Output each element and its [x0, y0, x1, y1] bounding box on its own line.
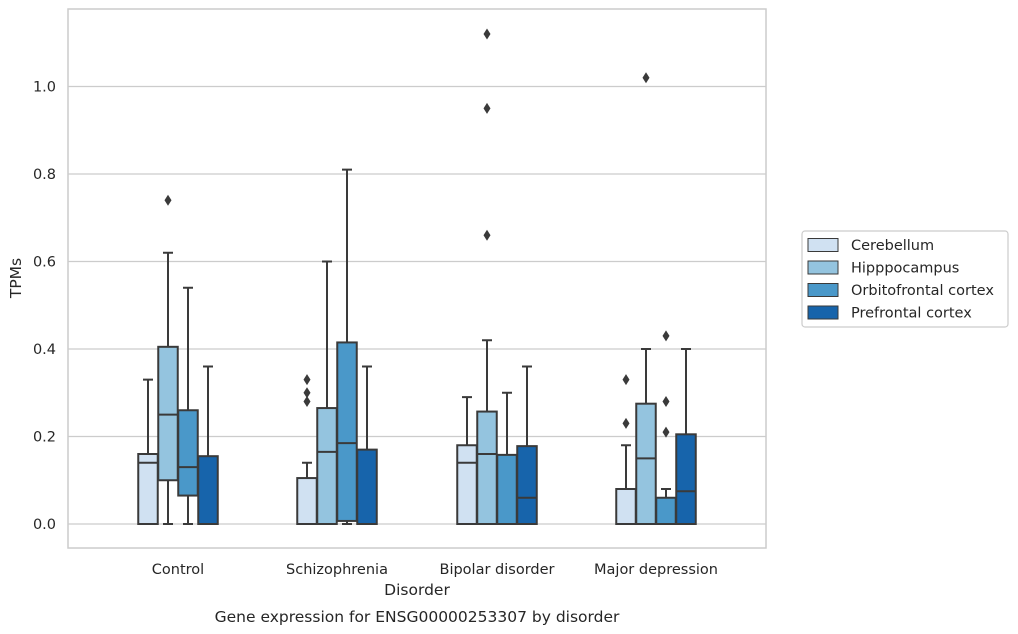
flier-point: [662, 330, 670, 342]
box-prefrontal-cortex: [197, 365, 219, 525]
box-body: [615, 488, 637, 525]
flier-point: [622, 374, 630, 386]
x-tick-label: Control: [152, 562, 204, 578]
y-tick-label: 0.6: [33, 255, 56, 271]
legend-swatch: [807, 283, 839, 297]
flier-point: [483, 102, 491, 114]
x-tick-label: Schizophrenia: [286, 562, 388, 578]
box-body: [655, 496, 677, 525]
box-cerebellum: [137, 378, 159, 525]
box-hipppocampus: [157, 194, 179, 525]
x-tick-label: Bipolar disorder: [440, 562, 555, 578]
legend-frame: [801, 230, 1009, 328]
y-tick-label: 0.8: [33, 167, 56, 183]
box-prefrontal-cortex: [516, 365, 538, 525]
box-orbitofrontal-cortex: [177, 286, 199, 525]
box-body: [197, 455, 219, 525]
box-body: [316, 407, 338, 525]
legend-swatch: [807, 260, 839, 275]
box-cerebellum: [456, 396, 478, 525]
plot-frame: [67, 8, 767, 549]
flier-point: [642, 72, 650, 84]
box-prefrontal-cortex: [675, 348, 697, 525]
y-tick-labels: 0.0 0.2 0.4 0.6 0.8 1.0: [33, 80, 56, 534]
y-tick-label: 1.0: [33, 80, 56, 96]
box-body: [635, 402, 657, 525]
box-body: [177, 409, 199, 497]
flier-point: [164, 194, 172, 206]
y-tick-label: 0.4: [33, 342, 56, 358]
flier-point: [483, 229, 491, 241]
legend-label: Hipppocampus: [851, 261, 959, 277]
x-tick-labels: Control Schizophrenia Bipolar disorder Majo…: [152, 562, 718, 578]
flier-point: [303, 374, 311, 386]
box-body: [157, 345, 179, 482]
chart-caption: Gene expression for ENSG00000253307 by d…: [215, 608, 620, 626]
box-body: [137, 453, 159, 525]
box-body: [336, 341, 358, 522]
box-hipppocampus: [316, 260, 338, 525]
box-body: [456, 444, 478, 525]
y-tick-label: 0.0: [33, 517, 56, 533]
flier-point: [303, 387, 311, 399]
flier-point: [303, 396, 311, 407]
box-orbitofrontal-cortex: [496, 391, 518, 525]
box-body: [476, 410, 498, 525]
box-hipppocampus: [476, 28, 498, 525]
box-body: [675, 433, 697, 525]
x-tick-label: Major depression: [594, 562, 718, 578]
legend-label: Orbitofrontal cortex: [851, 283, 994, 299]
box-body: [516, 445, 538, 525]
box-hipppocampus: [635, 72, 657, 525]
box-body: [356, 448, 378, 525]
box-orbitofrontal-cortex: [655, 330, 677, 525]
flier-point: [662, 426, 670, 438]
x-axis-label: Disorder: [384, 581, 450, 599]
flier-point: [622, 417, 630, 429]
legend-swatch: [807, 305, 839, 320]
y-tick-label: 0.2: [33, 430, 56, 446]
flier-point: [662, 396, 670, 407]
legend: Cerebellum Hipppocampus Orbitofrontal cort…: [801, 230, 1009, 328]
box-cerebellum: [296, 374, 318, 525]
box-layer: [137, 28, 697, 525]
flier-point: [483, 28, 491, 40]
legend-label: Prefrontal cortex: [851, 306, 972, 322]
y-axis-label: TPMs: [7, 258, 25, 299]
box-body: [496, 453, 518, 525]
legend-swatch: [807, 238, 839, 252]
box-body: [296, 477, 318, 525]
box-orbitofrontal-cortex: [336, 168, 358, 525]
legend-label: Cerebellum: [851, 238, 934, 254]
box-cerebellum: [615, 374, 637, 525]
box-prefrontal-cortex: [356, 365, 378, 525]
